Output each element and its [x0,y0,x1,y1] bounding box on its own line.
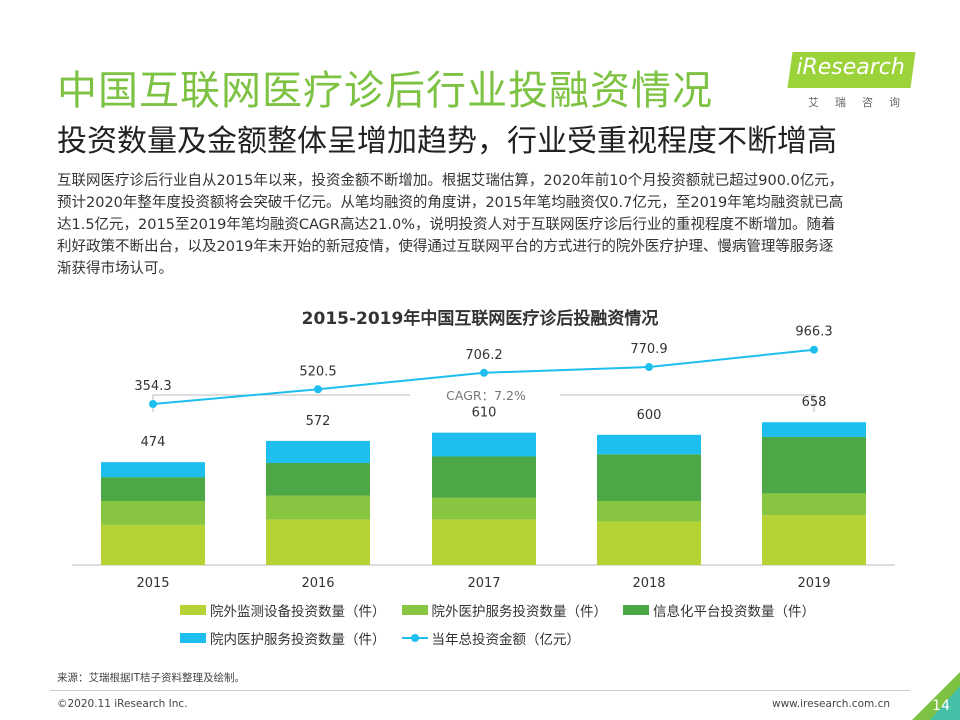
bar-segment [266,519,370,565]
bar-total-label: 572 [306,414,331,429]
bar-segment [101,500,205,525]
bar-segment [762,493,866,516]
legend-item-total-investment: 当年总投资金额（亿元） [401,628,581,648]
page-corner-decoration [912,672,960,720]
body-paragraph: 互联网医疗诊后行业自从2015年以来，投资金额不断增加。根据艾瑞估算，2020年… [57,170,917,280]
legend-label: 信息化平台投资数量（件） [653,604,815,620]
legend-label: 院外监测设备投资数量（件） [210,604,386,620]
bar-total-label: 610 [472,406,497,421]
cagr-bracket-right [560,394,815,412]
page-title: 中国互联网医疗诊后行业投融资情况 [57,68,713,114]
legend-item-it-platform: 信息化平台投资数量（件） [623,600,815,620]
body-line: 渐获得市场认可。 [57,261,173,277]
bar-segment [101,462,205,478]
legend-item-outpatient-services: 院外医护服务投资数量（件） [401,600,608,620]
legend-label: 当年总投资金额（亿元） [431,632,581,648]
bar-segment [432,497,536,520]
legend-swatch [180,633,206,643]
copyright: ©2020.11 iResearch Inc. [57,698,188,710]
legend-item-inpatient-services: 院内医护服务投资数量（件） [180,628,386,648]
body-line: 达1.5亿元，2015至2019年笔均融资CAGR高达21.0%，说明投资人对于… [57,217,836,233]
x-tick-label: 2017 [467,576,500,591]
cagr-bracket-left [152,394,410,412]
website-link[interactable]: www.iresearch.com.cn [771,698,890,710]
bar-segment [762,515,866,565]
x-tick-label: 2015 [136,576,169,591]
bar-segment [101,524,205,565]
footer-divider [50,690,910,691]
body-line: 利好政策不断出台，以及2019年末开始的新冠疫情，使得通过互联网平台的方式进行的… [57,239,834,255]
line-point [480,368,488,377]
line-point [810,345,818,354]
line-data-label: 520.5 [299,364,336,379]
x-tick-label: 2018 [632,576,665,591]
bar-segment [266,495,370,520]
chart-legend: 院外监测设备投资数量（件） 院外医护服务投资数量（件） 信息化平台投资数量（件）… [180,600,815,656]
bar-segment [597,454,701,501]
legend-swatch [180,605,206,615]
bar-segment [432,519,536,565]
line-point [645,363,653,372]
page-number: 14 [932,698,950,714]
body-line: 互联网医疗诊后行业自从2015年以来，投资金额不断增加。根据艾瑞估算，2020年… [57,173,844,189]
line-point [149,400,157,408]
bar-total-label: 474 [141,435,166,450]
bar-segment [597,434,701,455]
bar-total-label: 658 [802,395,827,410]
bar-segment [762,422,866,437]
legend-line-swatch [401,632,428,644]
line-point [314,385,322,394]
legend-label: 院内医护服务投资数量（件） [210,632,386,648]
body-line: 预计2020年整年度投资额将会突破千亿元。从笔均融资的角度讲，2015年笔均融资… [57,195,844,211]
line-data-label: 354.3 [134,379,171,394]
bar-segment [432,432,536,457]
source-note: 来源：艾瑞根据IT桔子资料整理及绘制。 [57,672,246,684]
legend-item-monitoring-devices: 院外监测设备投资数量（件） [180,600,386,620]
x-tick-label: 2016 [301,576,334,591]
legend-label: 院外医护服务投资数量（件） [431,604,608,620]
cagr-annotation: CAGR：7.2% [446,388,526,403]
line-data-label: 966.3 [795,325,832,340]
legend-swatch [623,605,649,615]
logo-subtitle: 艾瑞咨询 [808,96,916,109]
bar-total-label: 600 [637,408,662,423]
line-data-label: 770.9 [630,342,667,357]
page-subtitle: 投资数量及金额整体呈增加趋势，行业受重视程度不断增高 [57,124,837,159]
bar-segment [762,436,866,494]
bar-segment [266,440,370,464]
bar-segment [432,456,536,498]
bar-segment [597,500,701,522]
legend-swatch [401,605,428,615]
iresearch-logo: iResearch 艾瑞咨询 [787,52,916,109]
x-tick-label: 2019 [797,576,830,591]
chart-canvas: CAGR：7.2% 474 2015 572 2016 610 2017 600 2018 658… [72,325,895,591]
bar-segment [266,463,370,496]
chart-title: 2015-2019年中国互联网医疗诊后投融资情况 [301,309,659,329]
line-data-label: 706.2 [465,348,502,363]
bar-segment [101,477,205,501]
bar-segment [597,521,701,565]
